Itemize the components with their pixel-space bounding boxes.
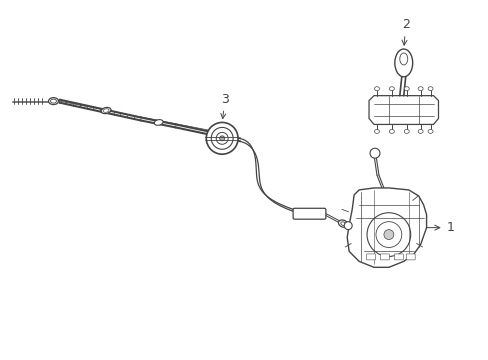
Circle shape [216,132,228,144]
Ellipse shape [394,49,412,77]
Circle shape [375,222,401,247]
Ellipse shape [417,87,422,91]
Ellipse shape [427,129,432,133]
Ellipse shape [388,129,393,133]
Ellipse shape [340,222,345,225]
Polygon shape [368,96,438,125]
Text: 3: 3 [221,93,228,118]
Ellipse shape [388,87,393,91]
Circle shape [383,230,393,239]
Ellipse shape [404,87,408,91]
Ellipse shape [417,129,422,133]
Circle shape [344,222,351,230]
Ellipse shape [103,109,109,112]
Circle shape [366,213,410,256]
FancyBboxPatch shape [406,254,414,260]
Text: 2: 2 [401,18,409,45]
Ellipse shape [374,87,379,91]
Ellipse shape [404,129,408,133]
FancyBboxPatch shape [380,254,388,260]
Circle shape [219,136,224,141]
FancyBboxPatch shape [393,254,403,260]
Ellipse shape [399,53,407,65]
Ellipse shape [374,129,379,133]
Circle shape [211,127,233,149]
Ellipse shape [50,99,56,103]
Ellipse shape [154,120,163,125]
Polygon shape [346,188,426,267]
Text: 1: 1 [426,221,453,234]
FancyBboxPatch shape [292,208,325,219]
Ellipse shape [427,87,432,91]
Circle shape [369,148,379,158]
Ellipse shape [338,220,347,227]
Ellipse shape [48,98,59,105]
Ellipse shape [101,107,111,114]
FancyBboxPatch shape [366,254,375,260]
Circle shape [206,122,238,154]
